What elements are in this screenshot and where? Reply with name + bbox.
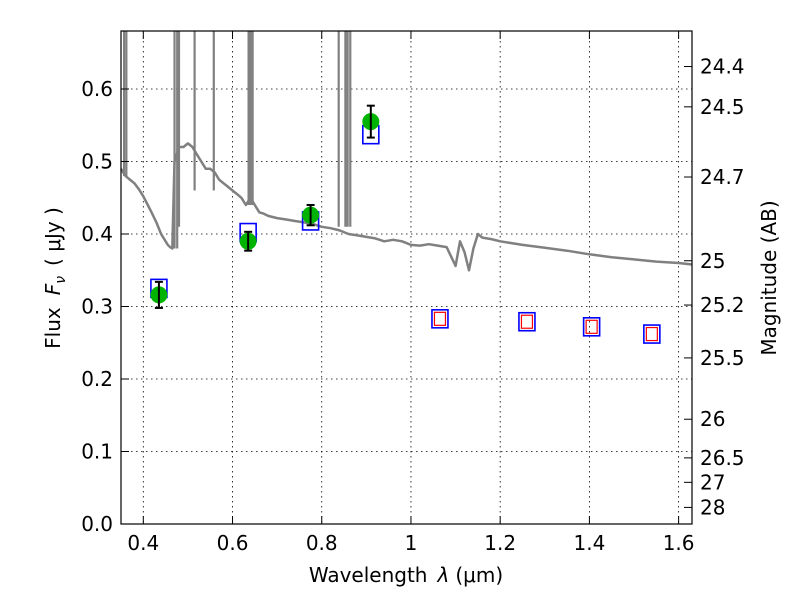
y-axis-title: FluxFν( μJy ) bbox=[41, 207, 69, 349]
y-tick-label: 0.5 bbox=[81, 150, 113, 174]
axes bbox=[120, 30, 693, 525]
x-tick-label: 0.6 bbox=[217, 531, 249, 555]
x-tick-label: 1 bbox=[405, 531, 418, 555]
photometry-points bbox=[150, 104, 661, 344]
predicted-point-inner bbox=[585, 319, 598, 334]
x-tick-label: 1.6 bbox=[663, 531, 695, 555]
predicted-point-outer bbox=[643, 324, 661, 344]
mag-tick-label: 27 bbox=[700, 470, 725, 494]
predicted-point-outer bbox=[518, 311, 536, 332]
predicted-point-outer bbox=[582, 316, 601, 337]
mag-tick-label: 24.7 bbox=[700, 165, 745, 189]
mag-tick-label: 25 bbox=[700, 249, 725, 273]
y-tick-label: 0.6 bbox=[81, 77, 113, 101]
mag-tick-label: 26 bbox=[700, 407, 725, 431]
x-tick-label: 0.4 bbox=[127, 531, 159, 555]
grid bbox=[121, 31, 692, 525]
x-axis-title: Wavelength λ (μm) bbox=[309, 563, 503, 587]
y-tick-label: 0.4 bbox=[81, 222, 113, 246]
predicted-point-inner bbox=[645, 326, 658, 342]
template-sed bbox=[119, 31, 693, 272]
y2-axis-title: Magnitude (AB) bbox=[757, 200, 781, 355]
mag-tick-label: 25.5 bbox=[700, 346, 745, 370]
mag-tick-label: 24.5 bbox=[700, 95, 745, 119]
x-tick-label: 1.4 bbox=[573, 531, 605, 555]
mag-tick-label: 26.5 bbox=[700, 446, 745, 470]
predicted-point-inner bbox=[520, 314, 534, 329]
tick-labels: 0.4 0.6 0.8 1 1.2 1.4 1.6 0.0 0.1 0.2 0.3 0.4 0.5 0.6… bbox=[81, 55, 744, 555]
mag-tick-label: 28 bbox=[700, 495, 725, 519]
y-tick-label: 0.1 bbox=[81, 440, 113, 464]
predicted-point-outer bbox=[431, 309, 449, 329]
predicted-point-inner bbox=[433, 311, 447, 326]
mag-tick-label: 25.2 bbox=[700, 293, 745, 317]
mag-tick-label: 24.4 bbox=[700, 55, 745, 79]
plot-frame bbox=[120, 30, 693, 525]
y-tick-label: 0.3 bbox=[81, 295, 113, 319]
template-sed-line bbox=[119, 142, 693, 272]
y-tick-label: 0.2 bbox=[81, 367, 113, 391]
y-tick-label: 0.0 bbox=[81, 512, 113, 536]
x-tick-label: 0.8 bbox=[306, 531, 338, 555]
x-tick-label: 1.2 bbox=[484, 531, 516, 555]
